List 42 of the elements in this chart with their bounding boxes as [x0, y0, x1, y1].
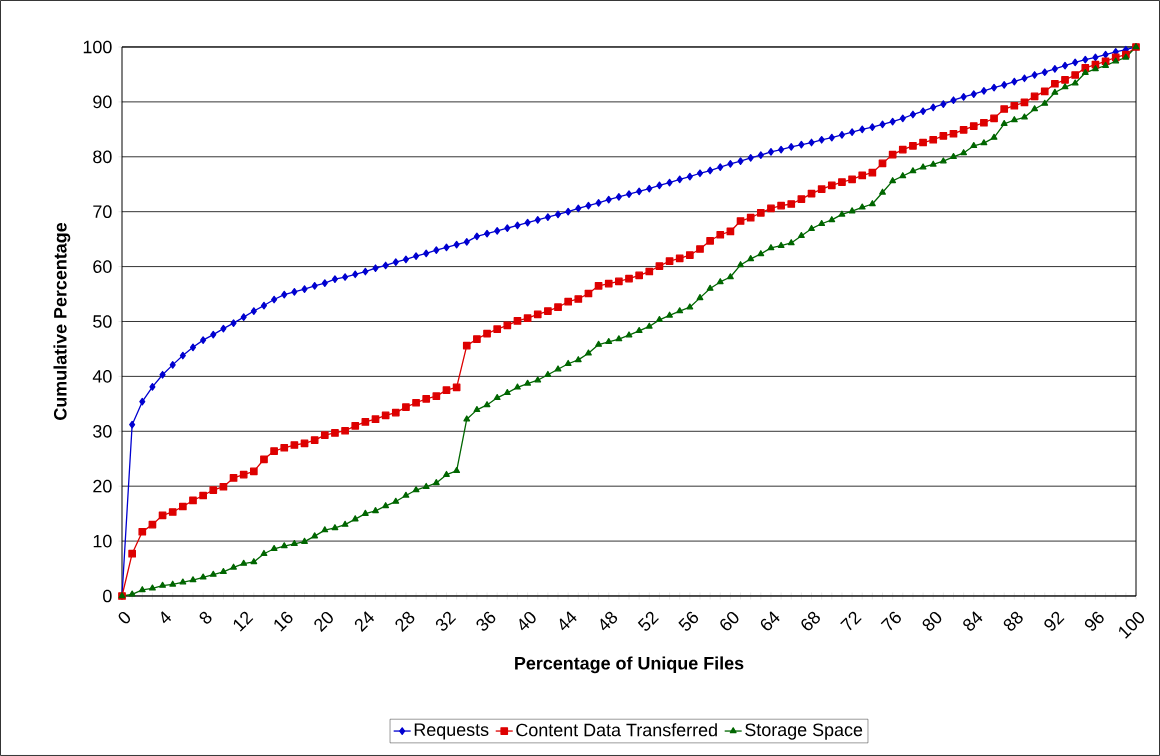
- x-tick-label: 92: [1044, 611, 1065, 631]
- x-tick-label: 76: [880, 611, 901, 631]
- x-tick-label: 52: [637, 611, 659, 631]
- y-tick-label: 30: [93, 424, 112, 438]
- y-tick-label: 10: [93, 534, 112, 548]
- x-tick-label: 44: [559, 611, 577, 631]
- x-tick-label: 20: [314, 611, 333, 632]
- x-tick-label: 68: [801, 611, 820, 631]
- y-tick-label: 70: [93, 205, 112, 219]
- legend-label: Requests: [414, 723, 489, 740]
- x-tick-label: 12: [233, 611, 254, 632]
- y-axis-title: Cumulative Percentage: [53, 222, 71, 420]
- x-tick-label: 32: [435, 611, 457, 631]
- x-tick-label: 88: [1003, 611, 1023, 631]
- x-axis-title: Percentage of Unique Files: [515, 656, 744, 674]
- x-tick-label: 56: [678, 611, 699, 631]
- x-tick-label: 36: [476, 611, 496, 631]
- x-tick-label: 48: [600, 611, 618, 631]
- x-tick-label: 96: [1084, 611, 1104, 631]
- x-tick-label: 60: [720, 611, 739, 631]
- x-tick-label: 64: [760, 611, 780, 631]
- x-tick-label: 28: [395, 611, 415, 632]
- x-tick-label: 72: [840, 611, 862, 631]
- y-tick-label: 60: [93, 260, 112, 273]
- y-tick-label: 50: [93, 315, 112, 328]
- legend-label: Storage Space: [745, 723, 863, 740]
- x-tick-label: 80: [922, 611, 942, 631]
- y-tick-label: 100: [83, 40, 112, 54]
- x-tick-label: 24: [354, 611, 375, 632]
- x-tick-label: 4: [161, 611, 172, 624]
- x-tick-label: 84: [963, 611, 983, 631]
- y-tick-label: 0: [103, 589, 112, 603]
- y-tick-label: 90: [93, 95, 112, 109]
- y-tick-label: 20: [93, 479, 112, 493]
- legend-label: Content Data Transferred: [516, 723, 717, 737]
- y-tick-label: 80: [93, 150, 112, 164]
- x-tick-label: 40: [519, 611, 536, 631]
- x-tick-label: 8: [199, 611, 212, 624]
- x-tick-label: 16: [274, 611, 293, 632]
- x-tick-label: 100: [1119, 611, 1145, 639]
- x-tick-label: 0: [118, 611, 131, 624]
- y-tick-label: 40: [92, 370, 112, 383]
